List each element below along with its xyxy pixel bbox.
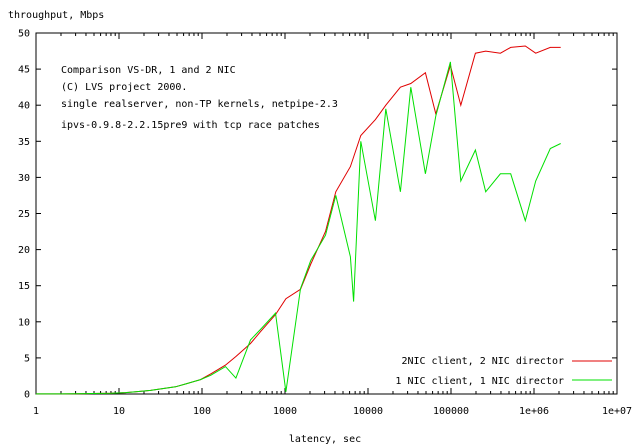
y-tick-label: 5 xyxy=(24,353,30,364)
annotation-line: Comparison VS-DR, 1 and 2 NIC xyxy=(61,65,236,76)
series-line-2 xyxy=(36,61,561,395)
legend-label: 2NIC client, 2 NIC director xyxy=(401,356,564,367)
x-tick-label: 1000 xyxy=(273,406,297,417)
x-tick-label: 100000 xyxy=(433,406,469,417)
annotation-line: single realserver, non-TP kernels, netpi… xyxy=(61,99,338,110)
y-tick-label: 35 xyxy=(18,137,30,148)
y-tick-label: 15 xyxy=(18,281,30,292)
x-axis-label: latency, sec xyxy=(289,434,361,445)
x-tick-label: 10000 xyxy=(353,406,383,417)
x-axis-ticks: 1 10 100 1000 10000 100000 1e+06 1e+07 xyxy=(33,33,632,417)
x-tick-label: 100 xyxy=(193,406,211,417)
y-tick-label: 30 xyxy=(18,173,30,184)
series-lines xyxy=(36,45,561,395)
y-tick-label: 10 xyxy=(18,317,30,328)
x-tick-label: 1 xyxy=(33,406,39,417)
x-tick-label: 1e+07 xyxy=(602,406,632,417)
legend: 2NIC client, 2 NIC director 1 NIC client… xyxy=(395,356,612,387)
y-tick-label: 45 xyxy=(18,65,30,76)
y-tick-label: 40 xyxy=(18,101,30,112)
legend-label: 1 NIC client, 1 NIC director xyxy=(395,376,564,387)
annotations: Comparison VS-DR, 1 and 2 NIC (C) LVS pr… xyxy=(61,65,338,131)
y-tick-label: 0 xyxy=(24,390,30,401)
x-tick-label: 10 xyxy=(113,406,125,417)
y-tick-label: 25 xyxy=(18,209,30,220)
y-tick-label: 50 xyxy=(18,29,30,40)
y-axis-ticks: 0 5 10 15 20 25 30 35 40 45 50 xyxy=(18,29,617,401)
annotation-line: ipvs-0.9.8-2.2.15pre9 with tcp race patc… xyxy=(61,120,320,131)
y-axis-label: throughput, Mbps xyxy=(8,10,104,21)
x-tick-label: 1e+06 xyxy=(519,406,549,417)
y-tick-label: 20 xyxy=(18,245,30,256)
annotation-line: (C) LVS project 2000. xyxy=(61,82,187,93)
